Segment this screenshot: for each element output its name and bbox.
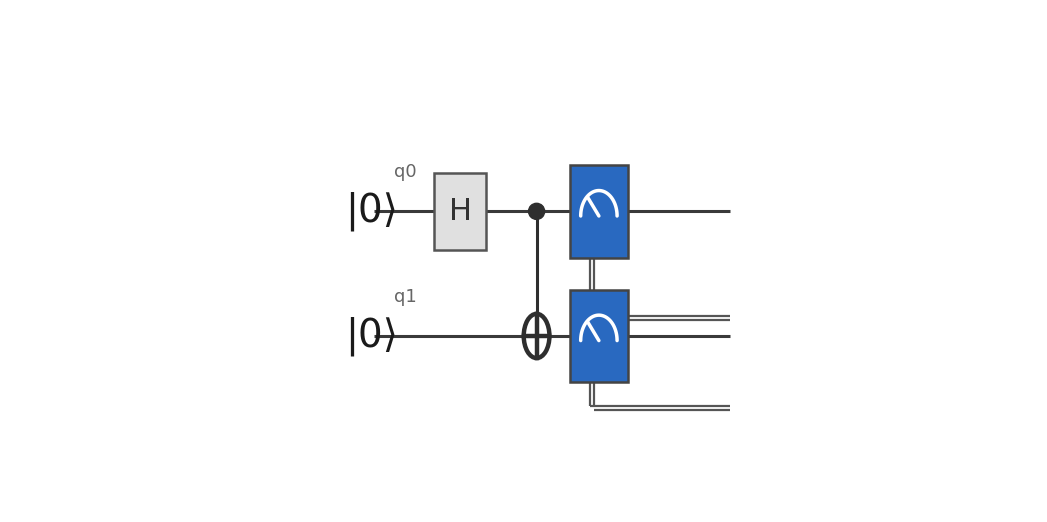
Bar (570, 165, 628, 257)
Ellipse shape (524, 314, 550, 358)
Text: q0: q0 (394, 163, 417, 181)
Circle shape (529, 204, 544, 219)
Bar (570, 290, 628, 382)
Text: H: H (449, 197, 472, 226)
Text: q1: q1 (394, 288, 417, 306)
Bar (435, 173, 487, 250)
Text: |0⟩: |0⟩ (346, 316, 398, 355)
Text: |0⟩: |0⟩ (346, 192, 398, 231)
